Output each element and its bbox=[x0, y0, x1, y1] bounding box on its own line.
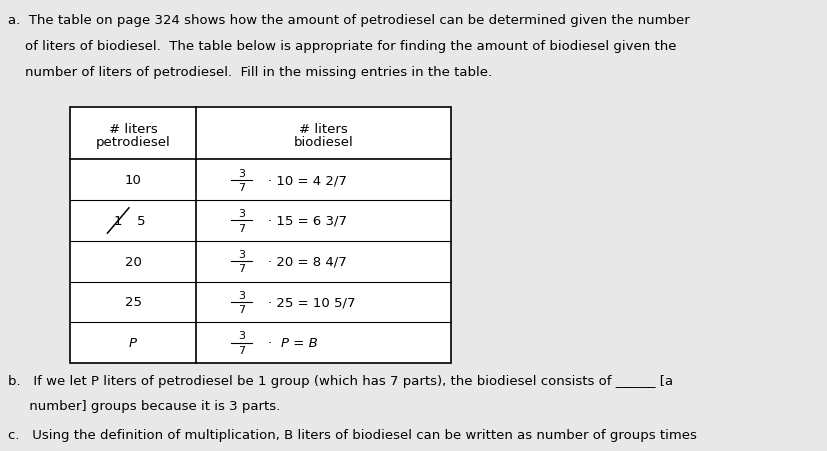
Text: 3: 3 bbox=[238, 290, 245, 300]
Text: # liters: # liters bbox=[108, 122, 157, 135]
Text: 20: 20 bbox=[125, 255, 141, 268]
Text: biodiesel: biodiesel bbox=[294, 136, 353, 149]
Text: 3: 3 bbox=[238, 168, 245, 178]
Text: 7: 7 bbox=[237, 304, 245, 314]
Text: 7: 7 bbox=[237, 223, 245, 233]
Text: · 20 = 8 4/7: · 20 = 8 4/7 bbox=[268, 255, 347, 268]
Text: a.  The table on page 324 shows how the amount of petrodiesel can be determined : a. The table on page 324 shows how the a… bbox=[8, 14, 690, 27]
Text: P = B: P = B bbox=[281, 336, 318, 349]
Text: number] groups because it is 3 parts.: number] groups because it is 3 parts. bbox=[8, 399, 280, 412]
Text: 7: 7 bbox=[237, 345, 245, 355]
Text: 3: 3 bbox=[238, 249, 245, 259]
Text: 3: 3 bbox=[238, 331, 245, 341]
Text: 10: 10 bbox=[125, 174, 141, 187]
Text: 7: 7 bbox=[237, 264, 245, 274]
Text: # liters: # liters bbox=[299, 122, 347, 135]
Text: 25: 25 bbox=[125, 296, 141, 308]
Text: · 25 = 10 5/7: · 25 = 10 5/7 bbox=[268, 296, 356, 308]
Text: P: P bbox=[129, 336, 137, 349]
Text: number of liters of petrodiesel.  Fill in the missing entries in the table.: number of liters of petrodiesel. Fill in… bbox=[8, 66, 492, 79]
Text: b.   If we let P liters of petrodiesel be 1 group (which has 7 parts), the biodi: b. If we let P liters of petrodiesel be … bbox=[8, 374, 673, 387]
Text: petrodiesel: petrodiesel bbox=[96, 136, 170, 149]
Text: · 15 = 6 3/7: · 15 = 6 3/7 bbox=[268, 215, 347, 227]
Text: c.   Using the definition of multiplication, B liters of biodiesel can be writte: c. Using the definition of multiplicatio… bbox=[8, 428, 697, 441]
Text: 3: 3 bbox=[238, 209, 245, 219]
Bar bbox=[70, 108, 451, 363]
Text: ·: · bbox=[268, 336, 272, 349]
Text: · 10 = 4 2/7: · 10 = 4 2/7 bbox=[268, 174, 347, 187]
Text: 1: 1 bbox=[114, 215, 122, 227]
Text: of liters of biodiesel.  The table below is appropriate for finding the amount o: of liters of biodiesel. The table below … bbox=[8, 40, 676, 53]
Text: 7: 7 bbox=[237, 183, 245, 193]
Text: 5: 5 bbox=[137, 215, 146, 227]
